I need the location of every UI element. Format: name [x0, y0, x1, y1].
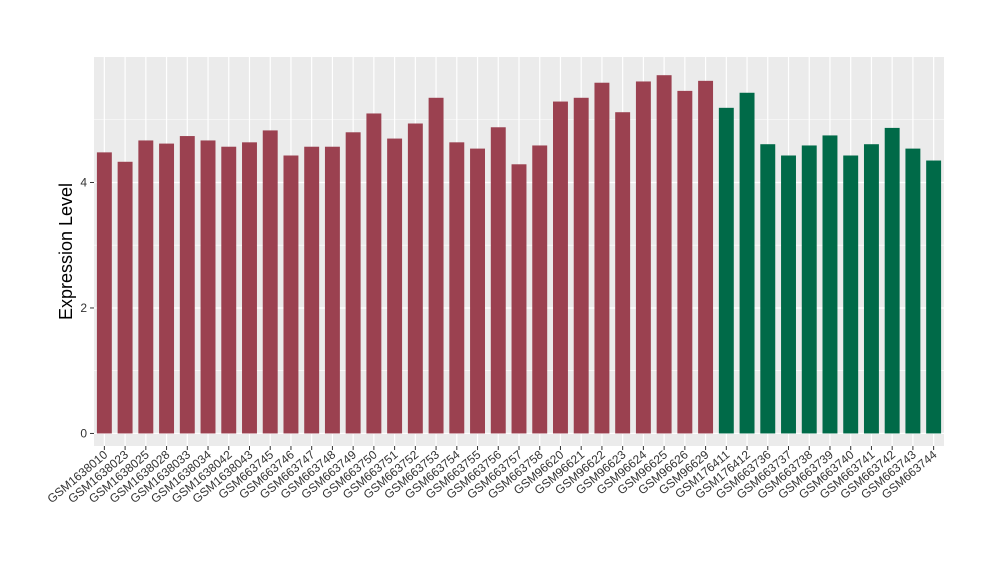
bar: [905, 148, 921, 434]
bar: [718, 107, 734, 434]
y-tick-label: 4: [80, 175, 87, 189]
bar: [822, 135, 838, 434]
bar: [573, 97, 589, 434]
bar: [884, 127, 900, 434]
bar: [594, 82, 610, 434]
bar: [242, 142, 257, 434]
bar: [283, 155, 299, 434]
bar: [262, 130, 278, 434]
bar: [221, 146, 237, 434]
bar: [407, 123, 423, 434]
bar: [387, 138, 403, 434]
bar: [117, 161, 133, 434]
bar: [138, 140, 154, 434]
bar: [96, 152, 112, 434]
bar: [490, 127, 506, 434]
y-tick-label: 0: [80, 426, 87, 440]
bar: [532, 145, 548, 434]
bar: [760, 144, 776, 434]
bar: [698, 80, 714, 434]
y-axis-title: Expression Level: [56, 183, 76, 320]
bar: [200, 140, 216, 434]
bar: [615, 112, 631, 434]
bar: [553, 101, 568, 434]
bar: [863, 144, 879, 434]
y-axis: 0 2 4: [80, 175, 94, 440]
bar: [801, 145, 817, 434]
bar: [635, 81, 651, 434]
bar: [428, 97, 444, 434]
bar: [304, 146, 320, 434]
bar: [366, 113, 382, 434]
bar: [159, 143, 175, 434]
bar: [449, 142, 465, 434]
y-tick-label: 2: [80, 301, 87, 315]
bar: [179, 136, 195, 434]
bar: [781, 155, 796, 434]
bar: [511, 164, 527, 434]
bar: [324, 146, 340, 434]
bars: [96, 75, 942, 434]
bar: [345, 132, 361, 434]
bar: [470, 148, 485, 434]
bar: [739, 92, 755, 434]
bar: [926, 160, 942, 434]
bar: [656, 75, 672, 434]
x-axis: GSM1638010GSM1638023GSM1638025GSM1638028…: [45, 446, 940, 506]
bar: [843, 155, 859, 434]
bar: [677, 90, 693, 434]
